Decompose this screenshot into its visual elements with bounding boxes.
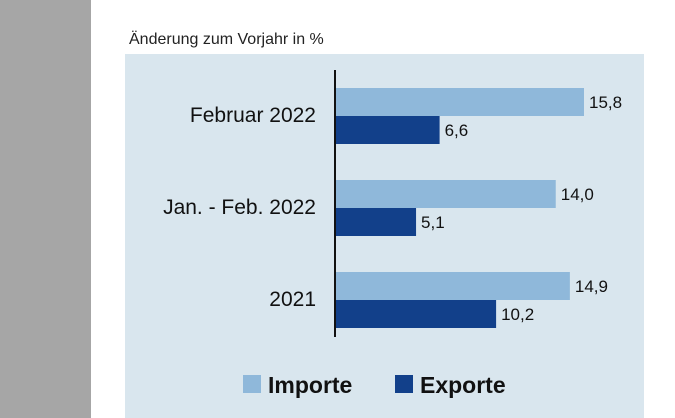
- value-label-importe-2021: 14,9: [575, 277, 608, 296]
- labels-layer: Februar 2022 15,8 6,6 Jan. - Feb. 2022 14,0 5…: [163, 93, 622, 324]
- legend-label-importe: Importe: [268, 372, 352, 398]
- bar-exporte-jan-feb-2022: [336, 208, 417, 236]
- bars-layer: [336, 88, 584, 328]
- value-label-importe-februar-2022: 15,8: [589, 93, 622, 112]
- category-label-2021: 2021: [269, 288, 316, 311]
- value-label-exporte-jan-feb-2022: 5,1: [421, 213, 445, 232]
- value-label-importe-jan-feb-2022: 14,0: [561, 185, 594, 204]
- value-label-exporte-2021: 10,2: [501, 305, 534, 324]
- bar-importe-februar-2022: [336, 88, 584, 116]
- legend-label-exporte: Exporte: [420, 372, 506, 398]
- bar-exporte-februar-2022: [336, 116, 440, 144]
- legend-swatch-exporte: [395, 375, 413, 393]
- legend-swatch-importe: [243, 375, 261, 393]
- category-label-februar-2022: Februar 2022: [190, 104, 316, 127]
- left-gray-band: [0, 0, 91, 418]
- bar-importe-jan-feb-2022: [336, 180, 556, 208]
- category-label-jan-feb-2022: Jan. - Feb. 2022: [163, 196, 316, 219]
- chart-subtitle: Änderung zum Vorjahr in %: [129, 31, 324, 48]
- value-label-exporte-februar-2022: 6,6: [445, 121, 469, 140]
- bar-importe-2021: [336, 272, 570, 300]
- legend: Importe Exporte: [243, 372, 506, 398]
- bar-exporte-2021: [336, 300, 497, 328]
